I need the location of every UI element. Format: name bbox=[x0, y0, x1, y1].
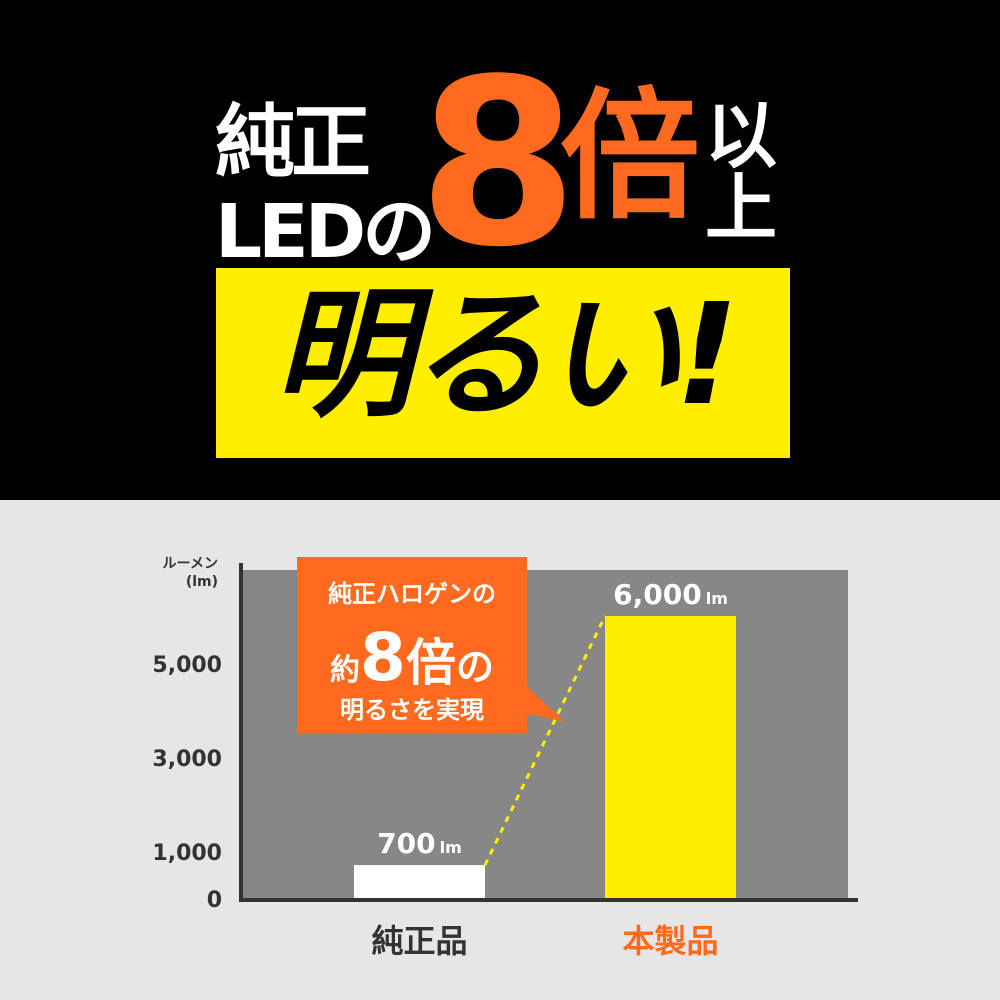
bar-value-label: 6,000 lm bbox=[613, 578, 728, 611]
callout-line1: 純正ハロゲンの bbox=[328, 580, 496, 608]
y-axis-label: ルーメン bbox=[163, 556, 218, 572]
callout-times: 倍 bbox=[406, 634, 456, 692]
callout-suffix: の bbox=[456, 645, 494, 689]
bar-value-unit: lm bbox=[440, 838, 462, 857]
headline-times: 倍 bbox=[560, 76, 701, 239]
bar-value-unit: lm bbox=[706, 589, 728, 608]
bar-value-label: 700 lm bbox=[377, 827, 462, 860]
bar-1 bbox=[354, 865, 485, 898]
headline-line1: 純正 bbox=[215, 96, 371, 189]
bar-2 bbox=[605, 616, 736, 898]
headline-multiplier: 8 bbox=[418, 31, 579, 298]
callout-line2: 約8倍の bbox=[330, 619, 494, 696]
y-axis-unit: (lm) bbox=[186, 574, 218, 590]
headline-banner: 明るい! bbox=[216, 268, 790, 458]
headline-line2: LEDの bbox=[215, 189, 436, 275]
bar-value: 700 bbox=[377, 827, 435, 860]
category-label: 本製品 bbox=[622, 922, 718, 960]
bar-value: 6,000 bbox=[613, 578, 702, 611]
y-tick-label: 1,000 bbox=[152, 841, 222, 866]
callout: 純正ハロゲンの 約8倍の 明るさを実現 bbox=[297, 557, 565, 733]
y-tick-label: 0 bbox=[207, 888, 222, 913]
callout-pointer bbox=[520, 680, 565, 722]
category-label: 純正品 bbox=[371, 922, 467, 960]
callout-line3: 明るさを実現 bbox=[340, 696, 484, 724]
callout-number: 8 bbox=[360, 619, 406, 696]
headline-above1: 以 bbox=[705, 94, 778, 178]
callout-box bbox=[297, 557, 527, 733]
callout-prefix: 約 bbox=[330, 653, 360, 688]
comparison-dotted-line bbox=[483, 615, 607, 866]
headline-section: 純正 LEDの 8 倍 以 上 明るい! bbox=[0, 0, 1000, 500]
y-tick-label: 3,000 bbox=[152, 747, 222, 772]
headline-above2: 上 bbox=[705, 166, 778, 250]
y-tick-label: 5,000 bbox=[152, 653, 222, 678]
banner-text: 明るい! bbox=[273, 274, 739, 437]
